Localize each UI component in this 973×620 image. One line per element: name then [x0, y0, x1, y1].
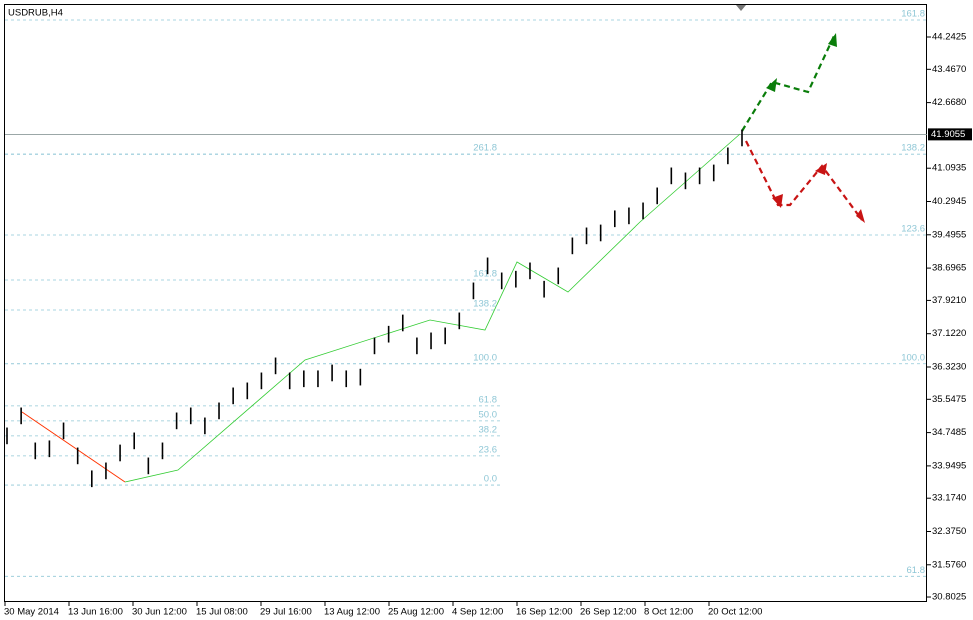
fib-label: 50.0	[479, 409, 498, 420]
fib-label: 138.2	[901, 143, 925, 154]
y-tick-label: 33.9495	[932, 460, 966, 471]
fib-label: 100.0	[473, 352, 497, 363]
x-tick-label: 26 Sep 12:00	[580, 607, 637, 618]
y-tick-label: 44.2425	[932, 32, 966, 43]
y-tick-label: 37.1220	[932, 328, 966, 339]
current-price-label: 41.9055	[931, 129, 965, 140]
x-tick-label: 29 Jul 16:00	[260, 607, 312, 618]
x-tick-label: 15 Jul 08:00	[196, 607, 248, 618]
x-tick-label: 13 Aug 12:00	[324, 607, 380, 618]
fib-label: 61.8	[479, 394, 498, 405]
fib-label: 161.8	[473, 269, 497, 280]
x-tick-label: 25 Aug 12:00	[388, 607, 444, 618]
y-tick-label: 33.1740	[932, 493, 966, 504]
shift-marker[interactable]	[736, 5, 746, 11]
fib-label: 138.2	[473, 299, 497, 310]
fib-label: 23.6	[479, 444, 498, 455]
fib-label: 123.6	[901, 224, 925, 235]
current-price-box	[928, 128, 972, 141]
forecast-down	[745, 140, 863, 221]
y-tick-label: 42.6680	[932, 97, 966, 108]
y-tick-label: 30.8025	[932, 592, 966, 603]
zigzag-green	[124, 133, 741, 483]
y-tick-label: 39.4955	[932, 229, 966, 240]
x-tick-label: 4 Sep 12:00	[452, 607, 503, 618]
chart-title: USDRUB,H4	[8, 8, 63, 19]
y-tick-label: 37.9210	[932, 295, 966, 306]
x-tick-label: 30 May 2014	[4, 607, 59, 618]
y-tick-label: 32.3750	[932, 526, 966, 537]
fib-label: 38.2	[479, 424, 498, 435]
y-tick-label: 40.2945	[932, 196, 966, 207]
arrow-heads-up	[766, 33, 837, 92]
fib-label: 61.8	[907, 565, 926, 576]
y-tick-label: 31.5760	[932, 559, 966, 570]
y-tick-label: 38.6965	[932, 263, 966, 274]
y-tick-label: 43.4670	[932, 64, 966, 75]
fib-label: 0.0	[484, 474, 497, 485]
y-tick-label: 34.7485	[932, 427, 966, 438]
plot-frame	[4, 4, 927, 602]
forecast-up	[741, 35, 835, 132]
y-tick-label: 41.0935	[932, 163, 966, 174]
fib-label: 261.8	[473, 143, 497, 154]
x-tick-label: 8 Oct 12:00	[644, 607, 693, 618]
y-tick-label: 35.5475	[932, 394, 966, 405]
x-tick-label: 13 Jun 16:00	[68, 607, 123, 618]
fib-label: 161.8	[901, 9, 925, 20]
x-tick-label: 16 Sep 12:00	[516, 607, 573, 618]
x-tick-label: 20 Oct 12:00	[708, 607, 762, 618]
x-tick-label: 30 Jun 12:00	[132, 607, 187, 618]
zigzag-red	[21, 411, 126, 483]
fib-label: 100.0	[901, 352, 925, 363]
y-tick-label: 36.3230	[932, 362, 966, 373]
